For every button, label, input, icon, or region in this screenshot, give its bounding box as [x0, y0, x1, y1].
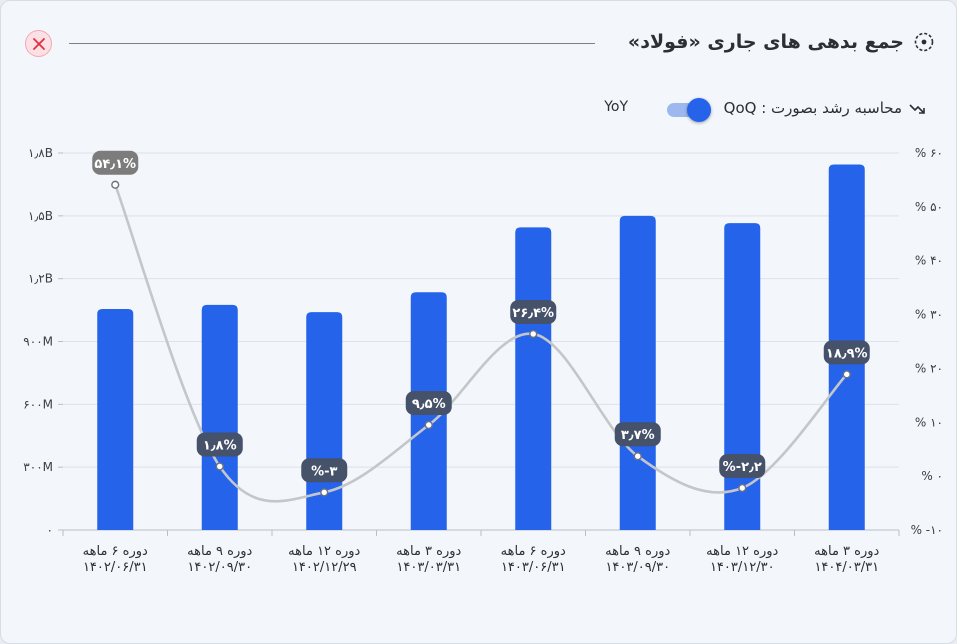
growth-mode-label: محاسبه رشد بصورت : QoQ — [723, 99, 902, 117]
growth-label: %-۲٫۲ — [723, 460, 762, 475]
growth-badge — [823, 340, 870, 365]
growth-badge — [196, 432, 243, 457]
x-tick-label: ۱۴۰۲/۰۶/۳۱ — [83, 560, 148, 575]
growth-point — [529, 329, 538, 339]
growth-label: ۹٫۵% — [412, 397, 446, 412]
bar — [515, 227, 552, 530]
growth-label: ۱۸٫۹% — [826, 346, 868, 361]
x-tick-label: دوره ۱۲ ماهه — [288, 544, 360, 559]
growth-badge — [510, 299, 557, 324]
growth-mode-switch[interactable] — [667, 98, 713, 122]
switch-knob — [687, 98, 711, 122]
growth-point — [842, 370, 851, 379]
bar — [97, 309, 134, 530]
x-tick-label: ۱۴۰۲/۰۹/۳۰ — [187, 560, 252, 575]
growth-point — [424, 420, 433, 430]
growth-mode-yoy-label: YoY — [604, 99, 628, 115]
growth-badge — [301, 458, 348, 483]
x-tick-label: ۱۴۰۴/۰۳/۳۱ — [814, 560, 879, 575]
growth-label: ۳٫۷% — [621, 428, 655, 443]
growth-label: ۵۴٫۱% — [94, 157, 136, 172]
growth-point — [215, 462, 224, 471]
y2-tick-label: % ۵۰ — [915, 200, 943, 214]
growth-badge — [92, 150, 139, 175]
growth-badge — [614, 422, 661, 447]
x-tick-label: دوره ۹ ماهه — [187, 544, 252, 559]
bar-line-chart: ۰ ۳۰۰M ۶۰۰M ۹۰۰M ۱٫۲B ۱٫۵B ۱٫۸B % -۱۰ % ۰ % ۱۰ % ۲… — [23, 146, 943, 575]
growth-point — [111, 180, 120, 189]
y-tick-label: ۶۰۰M — [23, 397, 53, 411]
growth-point — [320, 488, 329, 497]
bar — [201, 304, 238, 530]
y-tick-label: ۹۰۰M — [23, 335, 53, 349]
x-tick-label: دوره ۹ ماهه — [605, 544, 670, 559]
y-tick-label: ۳۰۰M — [23, 460, 53, 474]
x-tick-label: دوره ۶ ماهه — [501, 544, 566, 559]
growth-badge — [719, 453, 766, 478]
growth-label: %-۳ — [311, 464, 337, 479]
chart-title: جمع بدهی های جاری «فولاد» — [627, 31, 904, 53]
trend-arrow-icon — [909, 104, 925, 114]
y2-tick-label: % ۴۰ — [915, 254, 943, 268]
bar — [724, 223, 761, 530]
x-tick-label: ۱۴۰۲/۱۲/۲۹ — [292, 560, 357, 575]
x-tick-label: دوره ۶ ماهه — [83, 544, 148, 559]
growth-label: ۱٫۸% — [203, 438, 237, 453]
x-tick-label: دوره ۱۲ ماهه — [706, 544, 778, 559]
y-tick-label: ۰ — [47, 523, 53, 537]
bar — [619, 215, 656, 530]
close-icon — [33, 38, 45, 50]
title-divider — [69, 43, 595, 44]
x-tick-label: دوره ۳ ماهه — [814, 544, 879, 559]
growth-label: ۲۶٫۴% — [512, 306, 554, 321]
y-tick-label: ۱٫۲B — [28, 272, 53, 286]
y2-tick-label: % ۱۰ — [915, 415, 943, 429]
close-button[interactable] — [25, 30, 52, 57]
cog-dots-icon — [914, 32, 934, 52]
x-tick-label: ۱۴۰۳/۰۶/۳۱ — [501, 560, 566, 575]
x-tick-label: ۱۴۰۳/۱۲/۳۰ — [710, 560, 775, 575]
x-tick-label: دوره ۳ ماهه — [396, 544, 461, 559]
growth-mode-control: محاسبه رشد بصورت : QoQ YoY — [604, 95, 926, 123]
y2-tick-label: % ۲۰ — [915, 361, 943, 375]
y-tick-label: ۱٫۵B — [28, 209, 53, 223]
x-tick-label: ۱۴۰۳/۰۳/۳۱ — [396, 560, 461, 575]
y2-tick-label: % ۳۰ — [915, 308, 943, 322]
x-tick-label: ۱۴۰۳/۰۹/۳۰ — [605, 560, 670, 575]
growth-point — [738, 483, 747, 493]
y2-tick-label: % -۱۰ — [911, 523, 943, 537]
y2-tick-label: % ۰ — [921, 469, 943, 483]
bar — [306, 312, 343, 530]
y-tick-label: ۱٫۸B — [28, 146, 53, 160]
growth-point — [633, 452, 642, 461]
y2-tick-label: % ۶۰ — [915, 146, 943, 160]
growth-badge — [405, 390, 452, 415]
